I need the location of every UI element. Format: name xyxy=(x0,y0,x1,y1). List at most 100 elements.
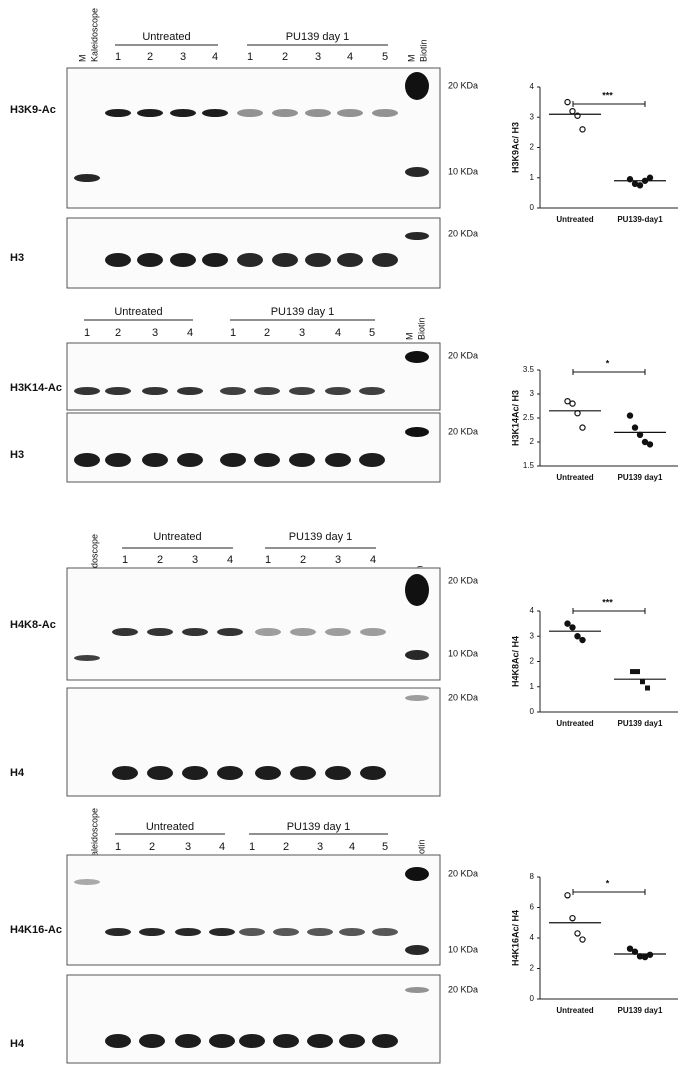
significance-label: *** xyxy=(602,90,613,100)
band xyxy=(254,387,280,395)
band xyxy=(255,766,281,780)
group-label: PU139 day 1 xyxy=(287,821,351,833)
data-point xyxy=(569,914,576,922)
band xyxy=(182,766,208,780)
y-tick-label: 0 xyxy=(530,994,535,1003)
lane-marker-label: Biotin xyxy=(416,839,426,862)
band xyxy=(105,928,131,936)
band xyxy=(339,928,365,936)
group-label: Untreated xyxy=(146,821,194,833)
band xyxy=(147,766,173,780)
lane-number: 1 xyxy=(265,554,271,566)
band xyxy=(105,1034,131,1048)
lane-number: 1 xyxy=(84,327,90,339)
band xyxy=(217,628,243,636)
data-point xyxy=(636,182,644,189)
band xyxy=(272,253,298,267)
blot-row-label: H3 xyxy=(10,252,24,264)
group-label: PU139 day 1 xyxy=(286,31,350,43)
band xyxy=(105,387,131,395)
lane-number: 1 xyxy=(247,51,253,63)
lane-number: 3 xyxy=(180,51,186,63)
lane-number: 3 xyxy=(299,327,305,339)
lane-number: 4 xyxy=(219,841,225,853)
band xyxy=(325,766,351,780)
blot-row-label: H4 xyxy=(10,767,25,779)
lane-marker-label: Kaleidoscope xyxy=(89,808,99,862)
ladder-band xyxy=(405,945,429,955)
lane-marker-label: M xyxy=(77,55,87,63)
y-tick-label: 2 xyxy=(530,437,535,446)
y-axis-label: H4K16Ac/ H4 xyxy=(510,910,520,966)
lane-number: 2 xyxy=(115,327,121,339)
band xyxy=(177,453,203,467)
lane-number: 4 xyxy=(187,327,193,339)
lane-number: 1 xyxy=(122,554,128,566)
ladder-band xyxy=(405,987,429,993)
data-point xyxy=(646,174,654,181)
size-marker-label: 20 KDa xyxy=(448,426,478,436)
band xyxy=(290,766,316,780)
lane-number: 2 xyxy=(282,51,288,63)
band xyxy=(307,928,333,936)
data-point xyxy=(631,424,639,431)
ladder-band xyxy=(405,72,429,100)
data-point xyxy=(564,398,571,405)
data-point xyxy=(635,669,640,675)
band xyxy=(273,1034,299,1048)
band xyxy=(372,1034,398,1048)
y-axis-label: H4K8Ac/ H4 xyxy=(510,636,520,687)
lane-number: 3 xyxy=(315,51,321,63)
lane-marker-label: Kaleidoscope xyxy=(89,534,99,588)
ladder-band xyxy=(405,574,429,606)
band xyxy=(305,253,331,267)
band xyxy=(307,1034,333,1048)
y-tick-label: 0 xyxy=(530,707,535,716)
band xyxy=(372,928,398,936)
blot-row-label: H3K14-Ac xyxy=(10,382,62,394)
blot-row-label: H4K8-Ac xyxy=(10,619,56,631)
data-point xyxy=(569,107,576,115)
data-point xyxy=(640,679,645,685)
band xyxy=(105,253,131,267)
band xyxy=(289,453,315,467)
band xyxy=(305,109,331,117)
size-marker-label: 20 KDa xyxy=(448,350,478,360)
band xyxy=(237,109,263,117)
band xyxy=(372,253,398,267)
lane-number: 1 xyxy=(230,327,236,339)
lane-number: 5 xyxy=(382,51,388,63)
blot-row-label: H3K9-Ac xyxy=(10,104,56,116)
band xyxy=(105,453,131,467)
lane-number: 3 xyxy=(185,841,191,853)
band xyxy=(202,253,228,267)
data-point xyxy=(574,930,581,937)
y-tick-label: 6 xyxy=(530,903,535,912)
band xyxy=(137,109,163,117)
band xyxy=(142,453,168,467)
ladder-band xyxy=(405,650,429,660)
data-point xyxy=(626,412,634,419)
band xyxy=(209,1034,235,1048)
lane-number: 1 xyxy=(115,841,121,853)
data-point xyxy=(564,98,571,106)
data-point xyxy=(579,636,586,644)
significance-label: * xyxy=(606,358,610,368)
data-point xyxy=(564,620,571,627)
x-tick-label: Untreated xyxy=(556,719,593,728)
lane-marker-label: Biotin xyxy=(416,317,426,340)
blot-frame xyxy=(66,567,441,681)
blot-frame xyxy=(66,412,441,483)
blot-row-label: H4K16-Ac xyxy=(10,924,62,936)
data-point xyxy=(626,945,634,952)
x-tick-label: PU139-day1 xyxy=(617,215,663,224)
band xyxy=(137,253,163,267)
lane-marker-label: Kaleidoscope xyxy=(89,8,99,62)
data-point xyxy=(579,936,586,943)
group-label: PU139 day 1 xyxy=(289,531,353,543)
band xyxy=(112,766,138,780)
data-point xyxy=(641,953,649,961)
data-point xyxy=(646,441,654,448)
data-point xyxy=(579,126,586,133)
